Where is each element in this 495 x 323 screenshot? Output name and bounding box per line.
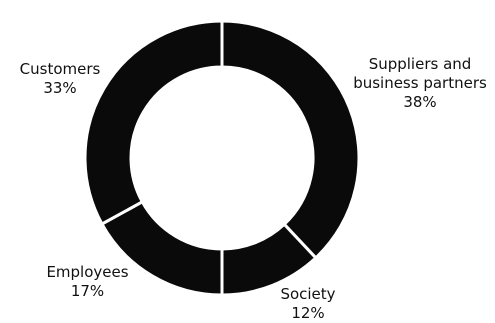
label-employees-name: Employees [46, 263, 129, 281]
label-society-name: Society [280, 285, 336, 303]
slice-suppliers [220, 19, 361, 260]
label-suppliers-name-1: Suppliers and [368, 55, 472, 73]
label-employees-value: 17% [70, 282, 105, 300]
label-employees: Employees 17% [30, 263, 145, 301]
donut-slices [83, 19, 361, 297]
label-society-value: 12% [291, 304, 325, 322]
label-customers: Customers 33% [4, 60, 116, 98]
label-suppliers-value: 38% [403, 93, 437, 111]
label-customers-name: Customers [19, 60, 101, 78]
label-suppliers: Suppliers and business partners 38% [345, 55, 495, 112]
label-customers-value: 33% [43, 79, 77, 97]
label-suppliers-name-2: business partners [353, 74, 487, 92]
label-society: Society 12% [263, 285, 353, 323]
slice-customers [83, 19, 224, 227]
